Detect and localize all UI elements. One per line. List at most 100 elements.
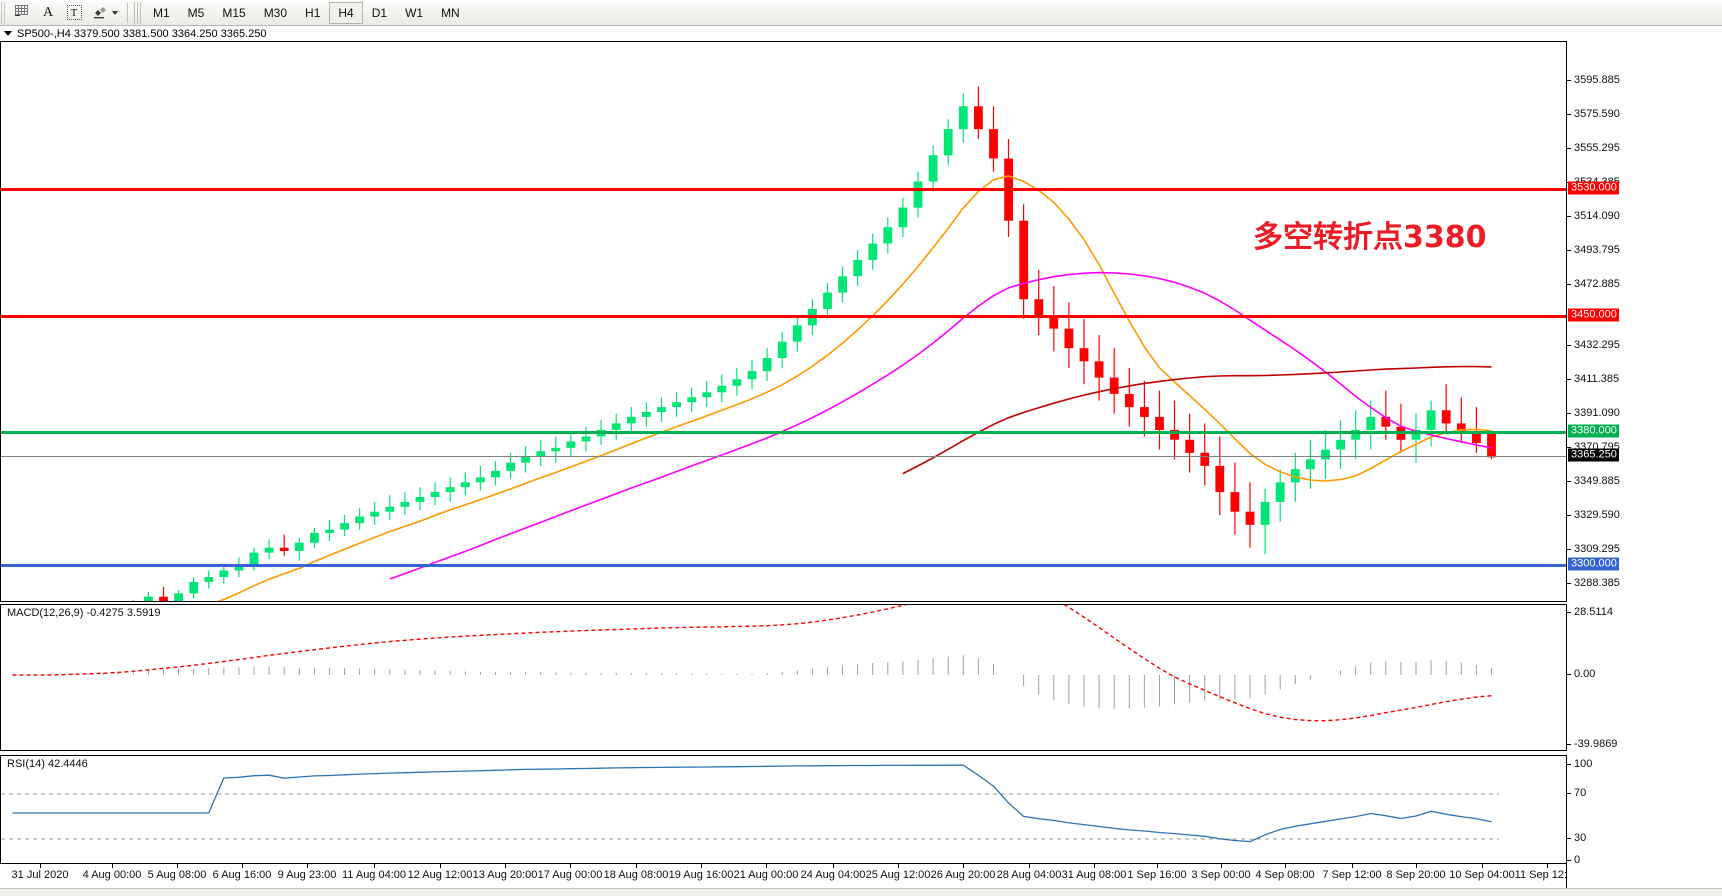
current-price-line[interactable] [1,456,1566,457]
price-axis-tick [1567,515,1571,516]
time-axis-tick [570,864,571,868]
price-axis-label: 3514.090 [1574,210,1620,222]
text-box-glyph: T [66,5,82,20]
time-axis-tick [833,864,834,868]
chart-expand-caret[interactable] [4,31,12,36]
resistance-3530-line[interactable] [1,188,1566,191]
axis-corner [1566,864,1722,888]
macd-scale-axis: 28.5114 0.00 -39.9869 [1566,604,1722,751]
price-axis-label: 3595.885 [1574,74,1620,86]
timeframe-w1[interactable]: W1 [405,5,424,20]
time-axis-label: 26 Aug 20:00 [930,869,996,881]
time-axis-label: 1 Sep 16:00 [1127,869,1187,881]
main-toolbar: A T M1 M5 M15 M30 H1 H4 D1 W1 MN [0,0,1722,26]
time-axis-label: 18 Aug 08:00 [603,869,669,881]
timeframe-m15[interactable]: M15 [222,5,246,20]
rsi-indicator-panel[interactable]: RSI(14) 42.4446 [0,755,1566,864]
timeframe-m5[interactable]: M5 [187,5,205,20]
grid-icon[interactable] [10,2,34,24]
time-axis-tick [1221,864,1222,868]
time-axis-tick [1547,864,1548,868]
price-axis-label: 3391.090 [1574,407,1620,419]
text-box-icon[interactable]: T [62,2,86,24]
time-axis-tick [242,864,243,868]
time-axis-tick [766,864,767,868]
price-axis-badge-3300-000: 3300.000 [1568,557,1619,571]
time-axis-label: 5 Aug 08:00 [147,869,207,881]
symbol-ohlc-line: SP500-,H4 3379.500 3381.500 3364.250 336… [0,26,1722,41]
price-axis-tick [1567,549,1571,550]
time-axis-tick [898,864,899,868]
price-axis-label: 3309.295 [1574,543,1620,555]
rsi-axis-label: 30 [1574,832,1587,844]
price-candles-svg [132,86,1496,601]
timeframe-d1[interactable]: D1 [371,5,388,20]
time-axis-tick [636,864,637,868]
price-axis-tick [1567,447,1571,448]
price-axis-label: 3493.795 [1574,244,1620,256]
time-axis-label: 3 Sep 00:00 [1191,869,1251,881]
price-axis-tick [1567,583,1571,584]
chart-annotation-text: 多空转折点3380 [1253,220,1487,255]
price-axis-label: 3472.885 [1574,278,1620,290]
resistance-3450-line[interactable] [1,315,1566,318]
rsi-scale-axis: 100 70 30 0 [1566,755,1722,866]
price-axis-label: 3329.590 [1574,509,1620,521]
time-axis-tick [1094,864,1095,868]
grid-glyph [14,5,30,20]
toolbar-drag-handle[interactable] [1,1,7,24]
symbol-ohlc-text: SP500-,H4 3379.500 3381.500 3364.250 336… [17,27,267,40]
price-axis-label: 3555.295 [1574,142,1620,154]
timeframe-mn[interactable]: MN [441,5,460,20]
price-axis-badge-3450-000: 3450.000 [1568,308,1619,322]
macd-axis-label: 0.00 [1574,668,1596,680]
rsi-svg [1,764,1499,843]
time-axis-tick [963,864,964,868]
macd-plot-area [1,605,1566,750]
price-axis-tick [1567,114,1571,115]
time-axis-tick [374,864,375,868]
templates-icon[interactable] [88,2,122,24]
rsi-axis-tick [1567,764,1571,765]
macd-indicator-panel[interactable]: MACD(12,26,9) -0.4275 3.5919 [0,604,1566,751]
price-chart-panel[interactable]: 多空转折点3380 [0,41,1566,602]
macd-axis-label: 28.5114 [1574,606,1613,618]
price-axis-tick [1567,80,1571,81]
support-3300-line[interactable] [1,564,1566,567]
text-label-icon[interactable]: A [36,2,60,24]
timeframe-m30[interactable]: M30 [263,5,288,20]
time-axis-label: 9 Aug 23:00 [277,869,337,881]
rsi-axis-label: 70 [1574,787,1587,799]
time-axis-label: 10 Sep 04:00 [1449,869,1515,881]
time-axis-label: 13 Aug 20:00 [472,869,538,881]
time-axis-tick [701,864,702,868]
timeframe-m1[interactable]: M1 [153,5,170,20]
price-axis-label: 3411.385 [1574,373,1620,385]
time-axis-tick [1352,864,1353,868]
time-axis-label: 17 Aug 00:00 [537,869,603,881]
rsi-label: RSI(14) 42.4446 [5,758,90,770]
time-axis-label: 6 Aug 16:00 [212,869,272,881]
rsi-axis-tick [1567,860,1571,861]
price-axis-tick [1567,284,1571,285]
price-axis-label: 3349.885 [1574,475,1620,487]
price-axis-label: 3288.385 [1574,577,1620,589]
price-scale-axis[interactable]: 3595.8853575.5903555.2953534.3853530.000… [1566,41,1722,646]
price-axis-badge-3365-250: 3365.250 [1568,448,1619,462]
rsi-axis-label: 0 [1574,854,1581,866]
price-axis-label: 3575.590 [1574,108,1620,120]
time-axis-label: 7 Sep 12:00 [1322,869,1382,881]
timeframe-h1[interactable]: H1 [305,5,321,20]
time-axis-label: 4 Sep 08:00 [1255,869,1315,881]
templates-dropdown-caret[interactable] [112,10,118,15]
time-scale-axis[interactable]: 31 Jul 2020 4 Aug 00:00 5 Aug 08:00 6 Aug 1… [0,864,1711,888]
status-bar [0,888,1722,896]
timeframe-drag-handle[interactable] [134,1,141,24]
macd-axis-tick [1567,674,1571,675]
time-axis-label: 8 Sep 20:00 [1386,869,1446,881]
timeframe-h4[interactable]: H4 [329,1,363,24]
time-axis-tick [1482,864,1483,868]
pivot-3380-line[interactable] [1,431,1566,434]
time-axis-label: 31 Jul 2020 [11,869,69,881]
time-axis-tick [505,864,506,868]
